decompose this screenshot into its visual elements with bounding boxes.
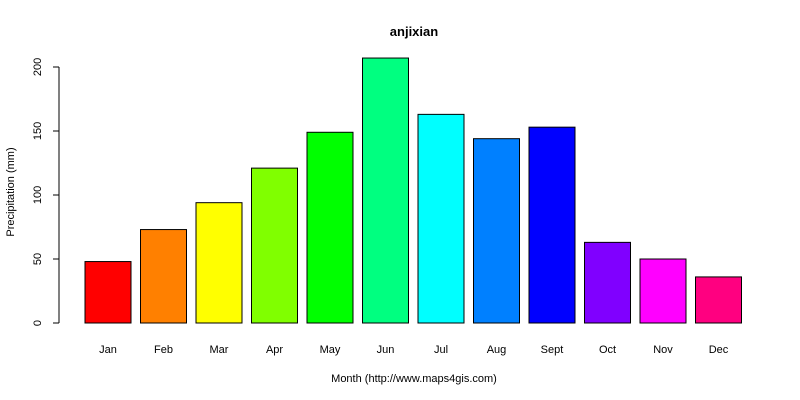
x-tick-label: Mar	[210, 344, 229, 356]
x-tick-label: Apr	[266, 344, 283, 356]
x-tick-label: Feb	[154, 344, 173, 356]
bar-may	[306, 131, 354, 324]
bar-jan	[84, 261, 132, 324]
x-tick-label: Dec	[709, 344, 729, 356]
chart-title: anjixian	[390, 24, 438, 39]
y-axis: 0 50 100 150 200	[32, 58, 60, 326]
y-tick-label: 150	[32, 122, 44, 140]
bar-aug	[473, 138, 520, 324]
x-tick-label: Jul	[434, 344, 448, 356]
x-tick-label: Nov	[653, 344, 673, 356]
bar-mar	[195, 202, 243, 324]
x-tick-label: Jan	[99, 344, 117, 356]
y-tick-label: 100	[32, 186, 44, 204]
bar-jun	[362, 57, 409, 324]
x-tick-label: Oct	[599, 344, 616, 356]
x-axis-label: Month (http://www.maps4gis.com)	[331, 373, 497, 385]
bars	[84, 57, 742, 324]
bar-feb	[140, 229, 187, 324]
bar-jul	[417, 113, 465, 324]
y-axis-label: Precipitation (mm)	[5, 147, 17, 236]
y-tick-label: 200	[32, 58, 44, 76]
x-tick-label: May	[320, 344, 341, 356]
x-tick-labels: Jan Feb Mar Apr May Jun Jul Aug Sept Oct Nov Dec	[99, 344, 729, 356]
x-tick-label: Aug	[487, 344, 507, 356]
bar-dec	[695, 276, 742, 324]
bar-apr	[251, 167, 298, 324]
y-tick-label: 50	[32, 253, 44, 265]
x-tick-label: Jun	[377, 344, 395, 356]
bar-sept	[528, 126, 576, 324]
bar-nov	[639, 258, 687, 324]
y-tick-label: 0	[32, 320, 44, 326]
x-tick-label: Sept	[541, 344, 564, 356]
bar-oct	[584, 241, 631, 324]
